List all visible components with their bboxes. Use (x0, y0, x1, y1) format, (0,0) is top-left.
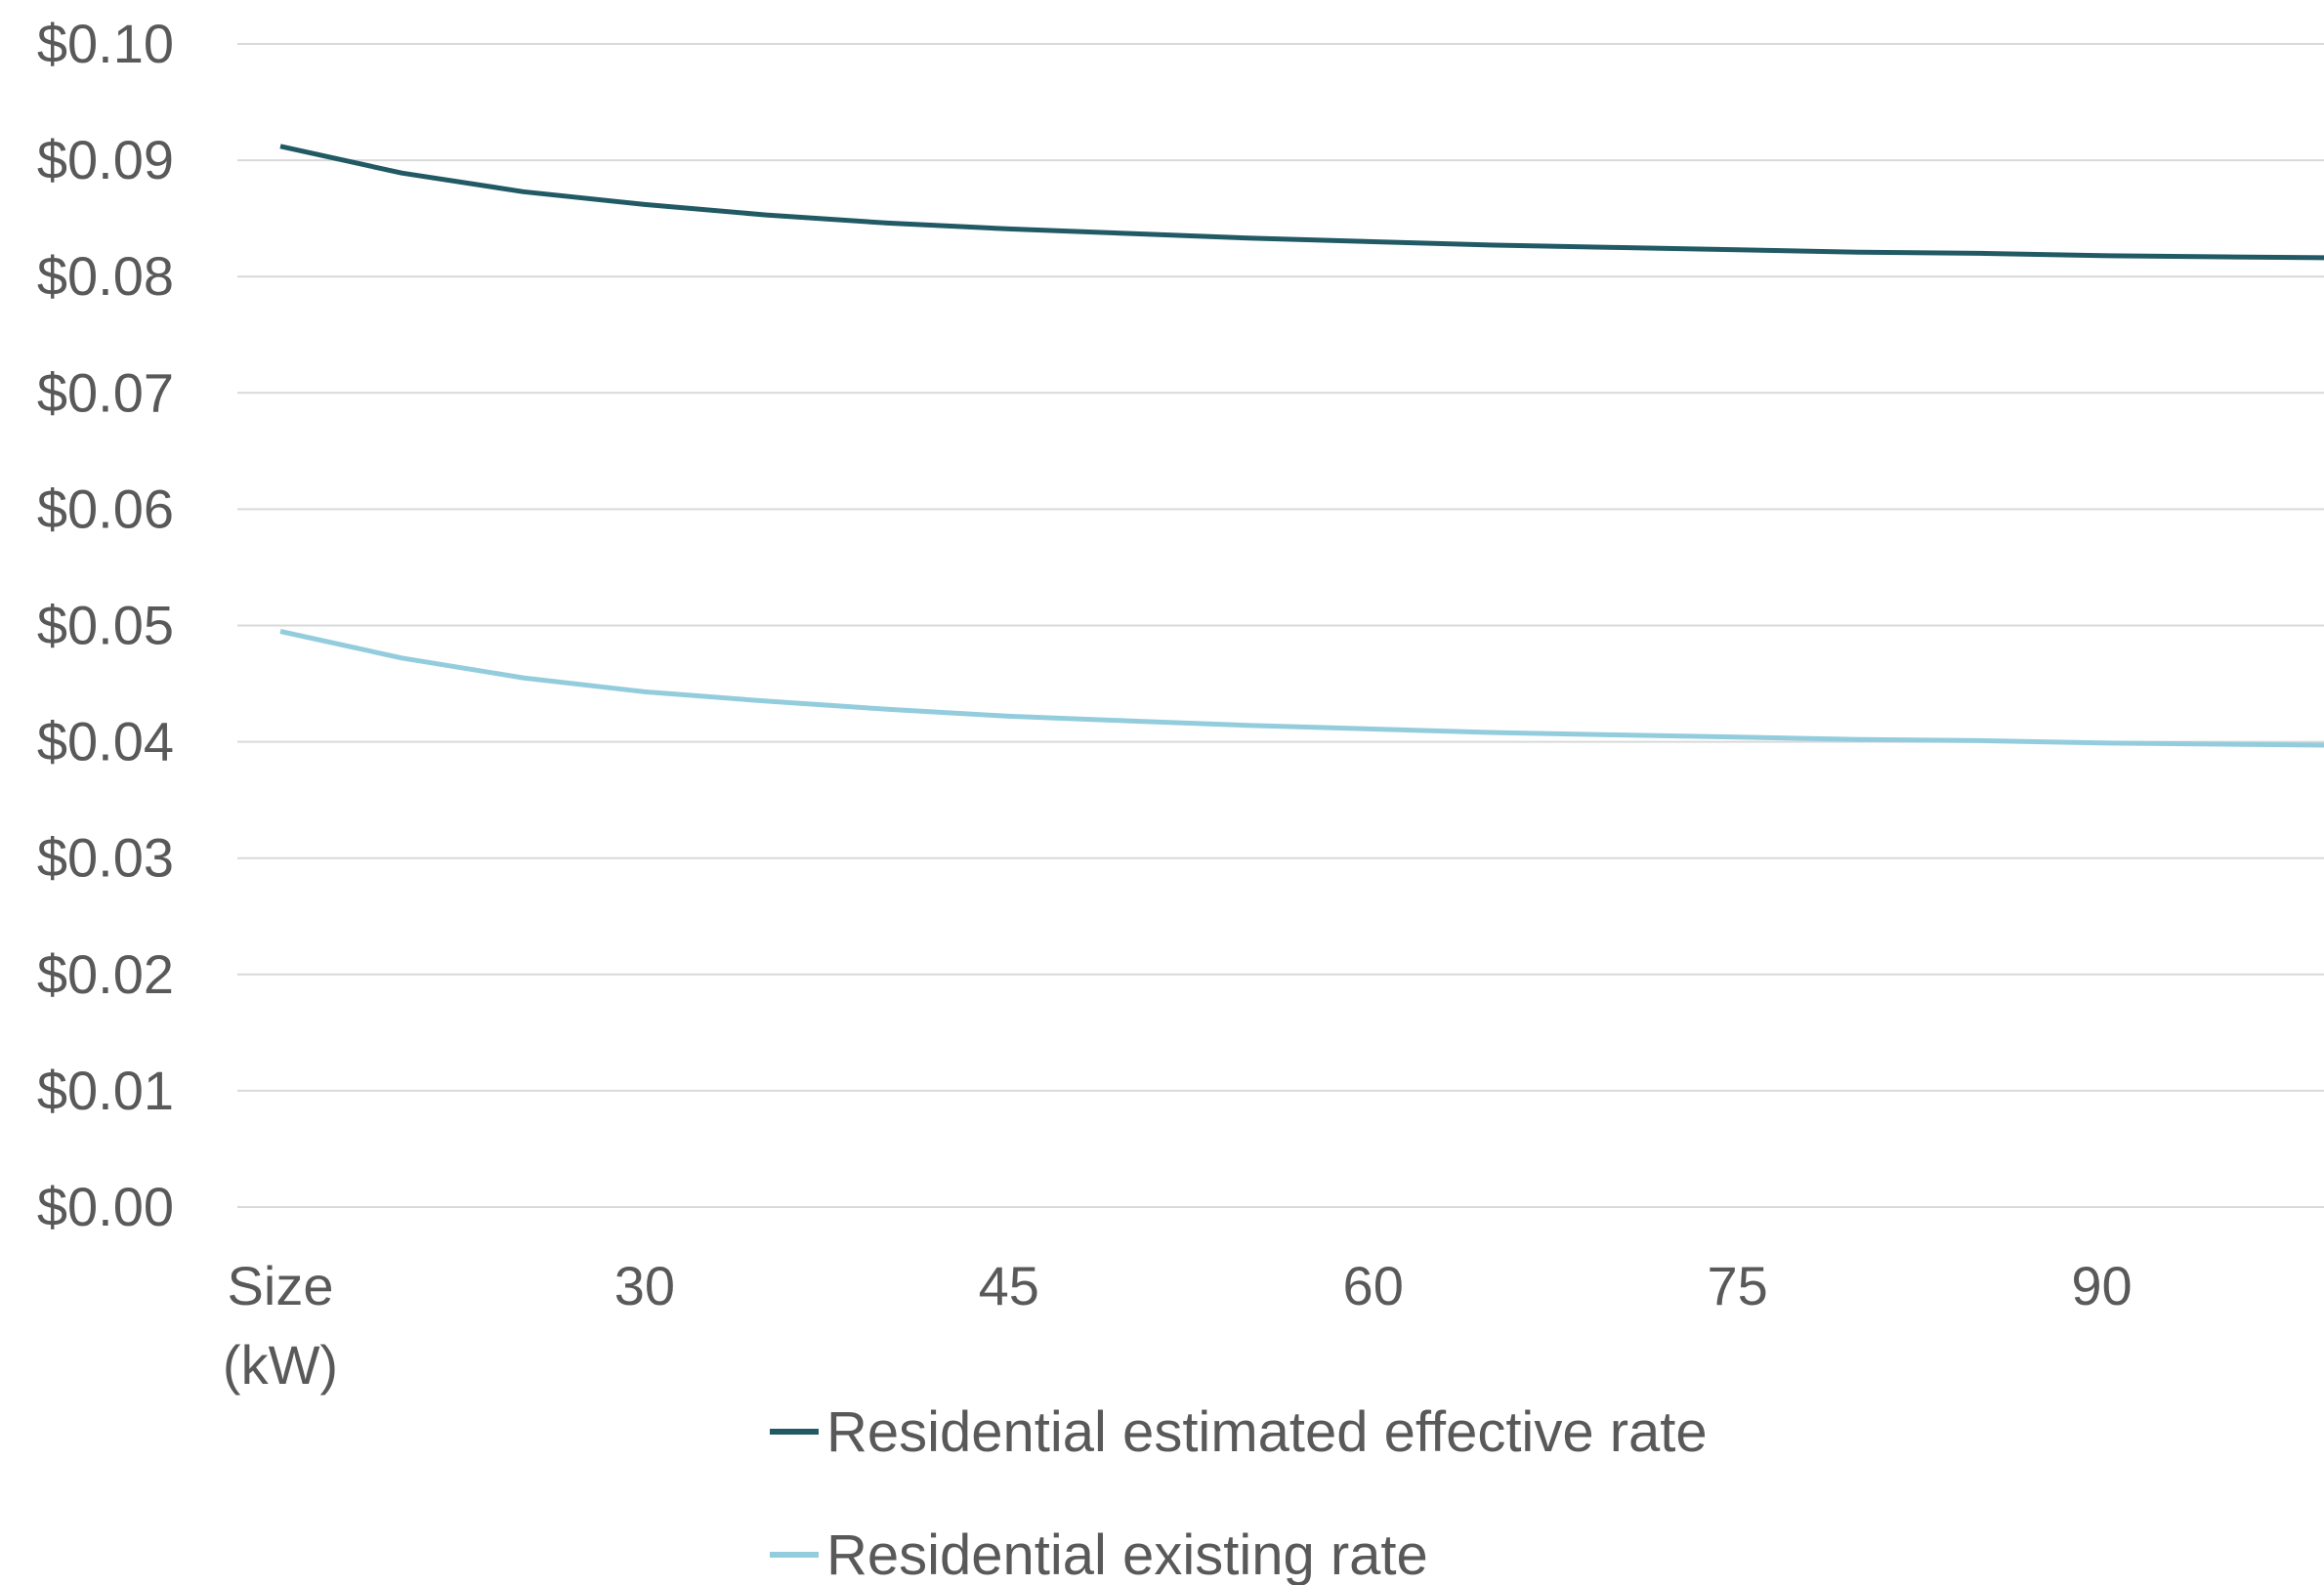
y-tick-label: $0.05 (37, 595, 174, 656)
legend: Residential estimated effective rate Resi… (770, 1400, 1708, 1585)
x-tick-label: Size (kW) (223, 1255, 338, 1396)
legend-label: Residential estimated effective rate (826, 1400, 1708, 1464)
y-tick-label: $0.07 (37, 361, 174, 423)
x-tick-label: 45 (979, 1255, 1039, 1316)
y-tick-label: $0.00 (37, 1176, 174, 1237)
y-tick-label: $0.04 (37, 711, 174, 772)
x-tick-label: 90 (2071, 1255, 2132, 1316)
y-tick-label: $0.09 (37, 129, 174, 190)
y-tick-label: $0.06 (37, 478, 174, 539)
y-tick-label: $0.03 (37, 827, 174, 889)
x-tick-label: 30 (614, 1255, 675, 1316)
y-tick-label: $0.08 (37, 245, 174, 307)
series-line-1 (279, 144, 2324, 261)
y-tick-label: $0.01 (37, 1060, 174, 1121)
series-line-2 (279, 629, 2324, 748)
y-tick-label: $0.10 (37, 13, 174, 74)
x-axis-tick-labels: Size(kW)3045607590105120135 (223, 1255, 2133, 1396)
legend-label: Residential existing rate (826, 1523, 1428, 1585)
gridlines (237, 43, 2324, 1208)
y-axis-tick-labels: $0.00 $0.01 $0.02 $0.03 $0.04 $0.05 $0.06 $0.07… (37, 13, 174, 1237)
x-tick-label: 75 (1707, 1255, 1767, 1316)
series-lines (279, 144, 2324, 748)
x-tick-label: 60 (1343, 1255, 1404, 1316)
y-tick-label: $0.02 (37, 943, 174, 1005)
